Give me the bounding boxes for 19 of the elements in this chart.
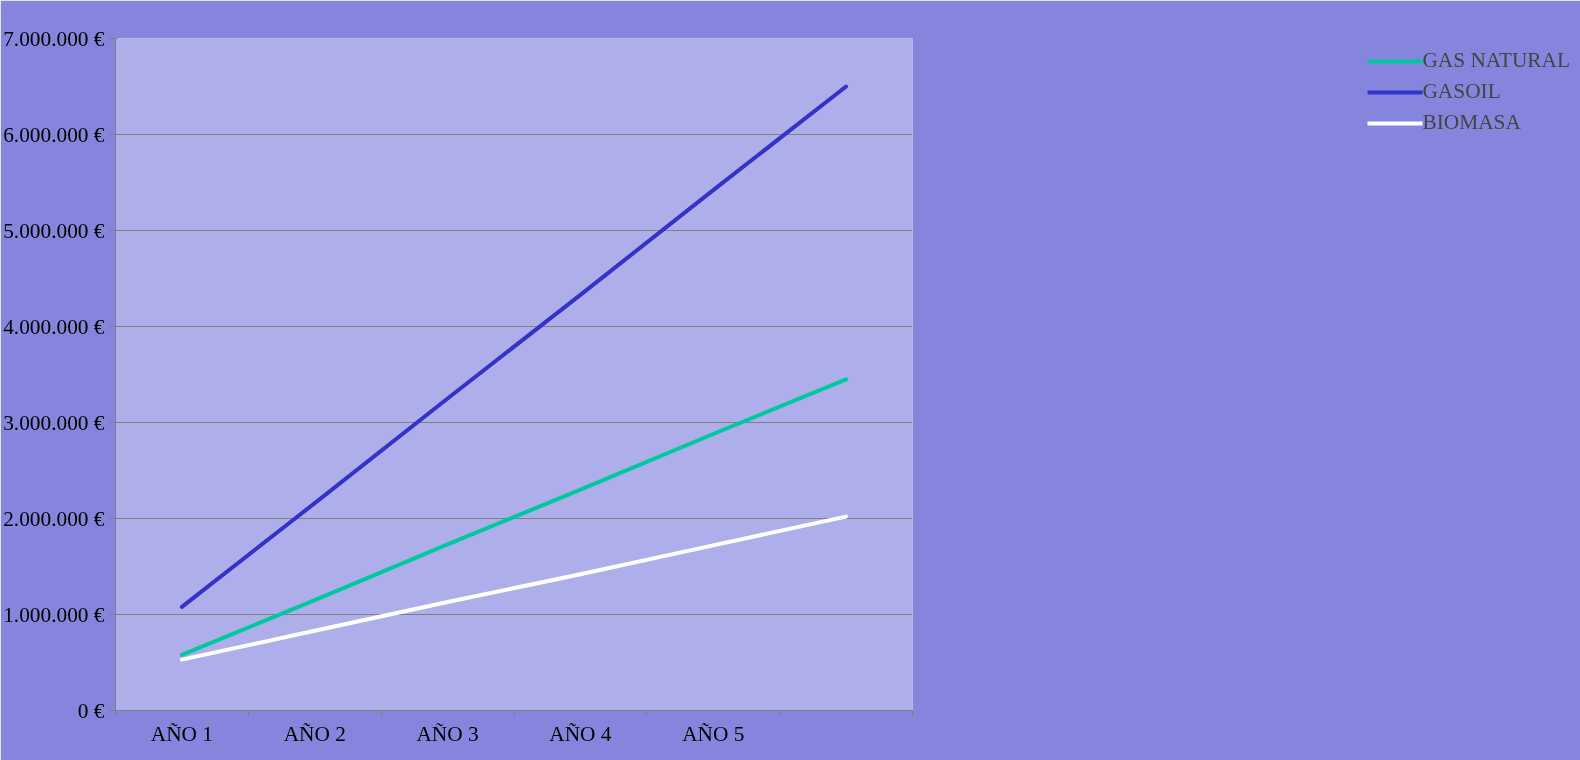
x-tick-label: AÑO 3	[416, 721, 479, 746]
legend-label: GASOIL	[1422, 79, 1501, 104]
y-tick-label: 0 €	[77, 698, 105, 723]
legend-label: GAS NATURAL	[1422, 48, 1570, 73]
y-tick-label: 5.000.000 €	[3, 218, 105, 243]
line-series	[179, 514, 849, 662]
line-series	[179, 377, 849, 657]
y-tick-label: 3.000.000 €	[3, 410, 105, 435]
y-tick-label: 4.000.000 €	[3, 314, 105, 339]
x-tick-label: AÑO 1	[150, 721, 214, 746]
x-tick-label: AÑO 4	[549, 721, 612, 746]
y-tick-label: 2.000.000 €	[3, 506, 105, 531]
x-tick-label: AÑO 2	[283, 721, 346, 746]
y-tick-label: 6.000.000 €	[3, 122, 105, 147]
x-tick-label: AÑO 5	[682, 721, 745, 746]
legend-label: BIOMASA	[1422, 110, 1521, 135]
y-tick-label: 1.000.000 €	[3, 602, 105, 627]
y-tick-label: 7.000.000 €	[3, 26, 105, 51]
line-series	[179, 84, 849, 609]
